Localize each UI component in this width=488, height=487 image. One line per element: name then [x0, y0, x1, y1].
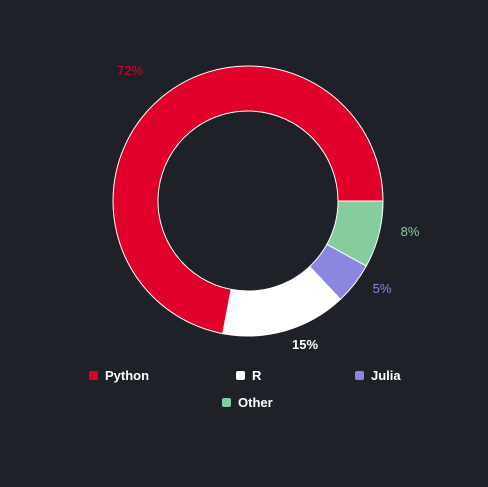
- legend-label-python: Python: [105, 368, 150, 383]
- data-label-julia: 5%: [373, 281, 392, 296]
- legend-label-julia: Julia: [371, 368, 401, 383]
- legend-item-julia[interactable]: Julia: [355, 368, 401, 383]
- legend-row-2: Other: [0, 395, 488, 415]
- legend-label-other: Other: [238, 395, 273, 410]
- legend-swatch-r: [236, 371, 245, 380]
- legend-swatch-julia: [355, 371, 364, 380]
- data-label-python: 72%: [117, 63, 143, 78]
- legend-row-1: Python R Julia: [0, 368, 488, 388]
- legend-item-other[interactable]: Other: [222, 395, 273, 410]
- data-label-other: 8%: [401, 224, 420, 239]
- legend-swatch-other: [222, 398, 231, 407]
- legend-label-r: R: [252, 368, 262, 383]
- legend-item-python[interactable]: Python: [89, 368, 149, 383]
- data-label-r: 15%: [292, 337, 318, 352]
- legend-item-r[interactable]: R: [236, 368, 261, 383]
- slice-python[interactable]: [112, 65, 384, 335]
- legend-swatch-python: [89, 371, 98, 380]
